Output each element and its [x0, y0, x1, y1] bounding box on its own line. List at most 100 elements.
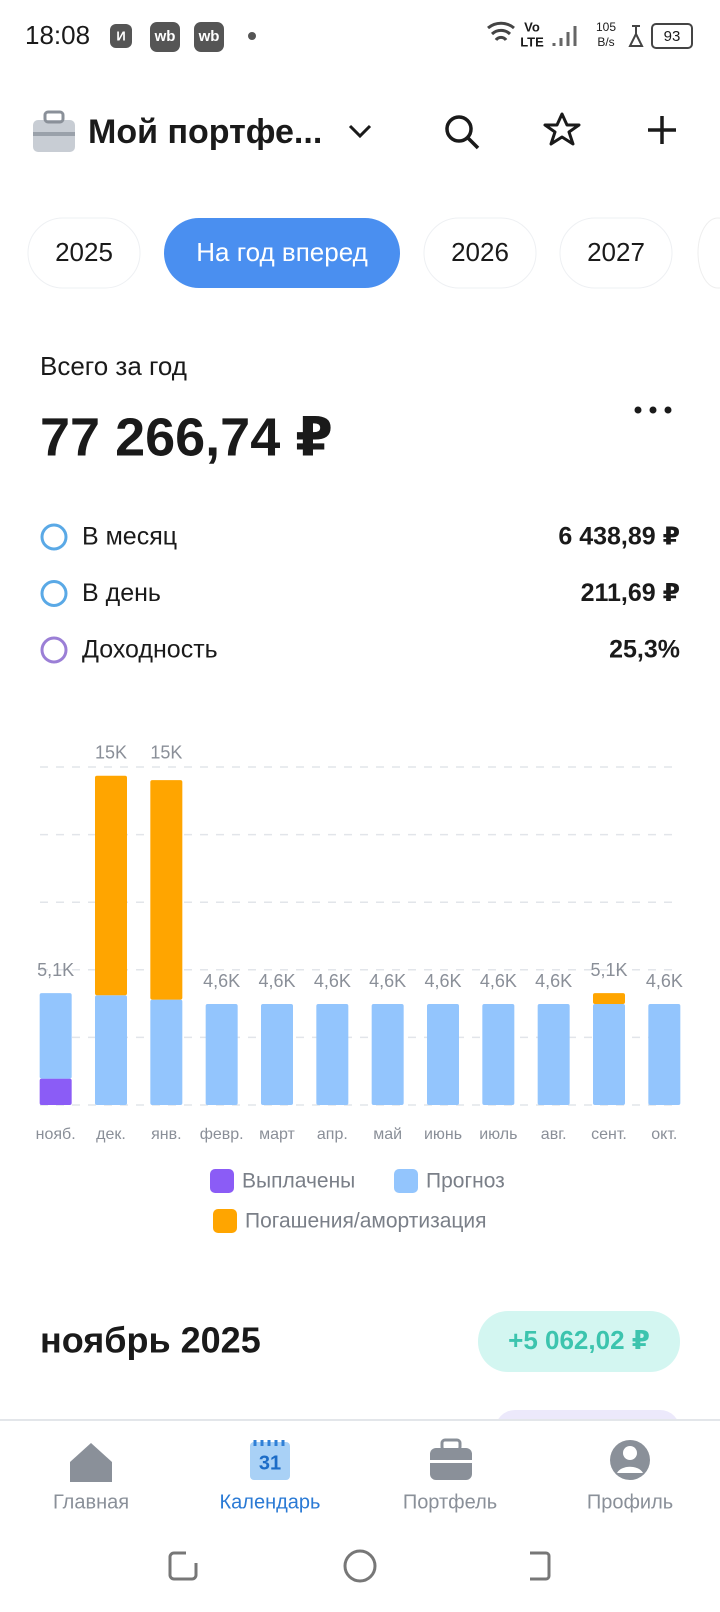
briefcase-icon [33, 110, 75, 152]
bar-segment [371, 1004, 404, 1105]
bar-total-label: 4,6K [480, 971, 517, 991]
status-badge: И [116, 28, 125, 43]
row-label: В день [82, 579, 161, 607]
nav-calendar-icon[interactable]: 31 [250, 1440, 290, 1480]
row-value: 6 438,89 ₽ [558, 523, 680, 551]
bar-segment [593, 993, 625, 1005]
bar-segment [537, 1004, 570, 1105]
status-badge-bg [194, 22, 224, 52]
add-button[interactable] [648, 116, 676, 144]
search-button[interactable] [445, 115, 480, 150]
legend-label: Прогноз [426, 1170, 505, 1193]
tab[interactable] [27, 217, 141, 289]
status-badge-bg [110, 24, 132, 48]
tab[interactable] [559, 217, 673, 289]
bar-segment [648, 1004, 681, 1105]
bar-total-label: 15K [95, 743, 127, 763]
tabs: 2025 На год вперед 2026 2027 [27, 217, 673, 289]
month-amount: +5 062,02 ₽ [508, 1325, 650, 1355]
bar-segment [205, 1004, 238, 1105]
nav-label[interactable]: Профиль [587, 1491, 673, 1513]
row-marker [40, 523, 68, 551]
nav-home-icon[interactable] [70, 1443, 112, 1482]
legend-swatch [394, 1169, 418, 1193]
bar-segment [261, 1004, 293, 1105]
bar-total-label: 4,6K [424, 971, 461, 991]
x-tick-label: март [259, 1126, 295, 1143]
wifi-icon [487, 21, 515, 42]
tab-label: 2026 [451, 237, 509, 267]
bar-total-label: 5,1K [37, 960, 74, 980]
bar-segment [95, 995, 127, 1105]
favorite-button[interactable] [543, 112, 581, 146]
x-tick-label: апр. [317, 1126, 348, 1143]
more-button[interactable] [634, 406, 672, 414]
month-amount-pill [478, 1311, 680, 1372]
row-label: В месяц [82, 523, 177, 551]
home-button[interactable] [343, 1549, 377, 1583]
tab-partial [697, 217, 720, 289]
legend-swatch [213, 1209, 237, 1233]
tab-label: На год вперед [196, 237, 368, 267]
bar-total-label: 4,6K [535, 971, 572, 991]
x-tick-label: май [373, 1126, 402, 1143]
status-time: 18:08 [25, 20, 90, 50]
bottom-nav [0, 1420, 720, 1612]
bar-segment [95, 775, 127, 996]
status-badge-bg [150, 22, 180, 52]
row-marker [40, 636, 68, 664]
summary-total: 77 266,74 ₽ [40, 407, 333, 467]
bar-total-label: 4,6K [369, 971, 406, 991]
nav-profile-icon[interactable] [610, 1440, 650, 1480]
bar-segment [150, 780, 183, 1000]
bar-total-label: 4,6K [203, 971, 240, 991]
tab[interactable] [164, 218, 400, 288]
legend-swatch [210, 1169, 234, 1193]
x-tick-label: янв. [151, 1126, 181, 1143]
bar-segment [593, 1004, 625, 1105]
row-value: 25,3% [609, 636, 680, 664]
x-tick-label: авг. [541, 1126, 567, 1143]
bar-total-label: 4,6K [314, 971, 351, 991]
recents-button[interactable] [168, 1551, 198, 1581]
battery-icon [651, 23, 693, 49]
nav-label[interactable]: Главная [53, 1491, 129, 1513]
portfolio-title: Мой портфе... [88, 113, 322, 151]
tab-label: 2025 [55, 237, 113, 267]
chart: 5,1K нояб. 15K дек. 15K янв. 4,6K февр. 4,6K март… [36, 743, 683, 1233]
bar-segment [482, 1004, 515, 1105]
back-button[interactable] [530, 1551, 551, 1581]
bar-segment [316, 1004, 349, 1105]
row-marker [40, 580, 68, 607]
speed-unit: B/s [597, 35, 614, 49]
status-dot [248, 32, 256, 40]
bar-total-label: 15K [150, 743, 182, 763]
status-badge: wb [198, 28, 220, 45]
nav-labels: Главная Календарь Портфель Профиль [53, 1491, 673, 1513]
network: Vo [524, 19, 540, 34]
x-tick-label: окт. [651, 1126, 677, 1143]
month-title: ноябрь 2025 [40, 1320, 261, 1361]
nav-label[interactable]: Портфель [403, 1491, 497, 1513]
bar-total-label: 5,1K [590, 960, 627, 980]
lab-icon [628, 25, 644, 47]
row-value: 211,69 ₽ [581, 579, 680, 607]
x-tick-label: июнь [424, 1126, 462, 1143]
tab[interactable] [423, 217, 537, 289]
calendar-day: 31 [259, 1452, 281, 1474]
status-badge: wb [154, 28, 176, 45]
nav-label[interactable]: Календарь [220, 1491, 321, 1513]
battery: 93 [664, 28, 681, 45]
signal-icon [552, 26, 577, 46]
nav-portfolio-icon[interactable] [430, 1438, 472, 1480]
bar-segment [427, 1004, 459, 1105]
row-label: Доходность [82, 636, 218, 664]
x-tick-label: сент. [591, 1126, 627, 1143]
bar-total-label: 4,6K [646, 971, 683, 991]
bar-total-label: 4,6K [258, 971, 295, 991]
x-tick-label: дек. [96, 1126, 126, 1143]
legend-label: Погашения/амортизация [245, 1210, 487, 1233]
tab-label: 2027 [587, 237, 645, 267]
dropdown-chevron[interactable] [348, 124, 372, 139]
